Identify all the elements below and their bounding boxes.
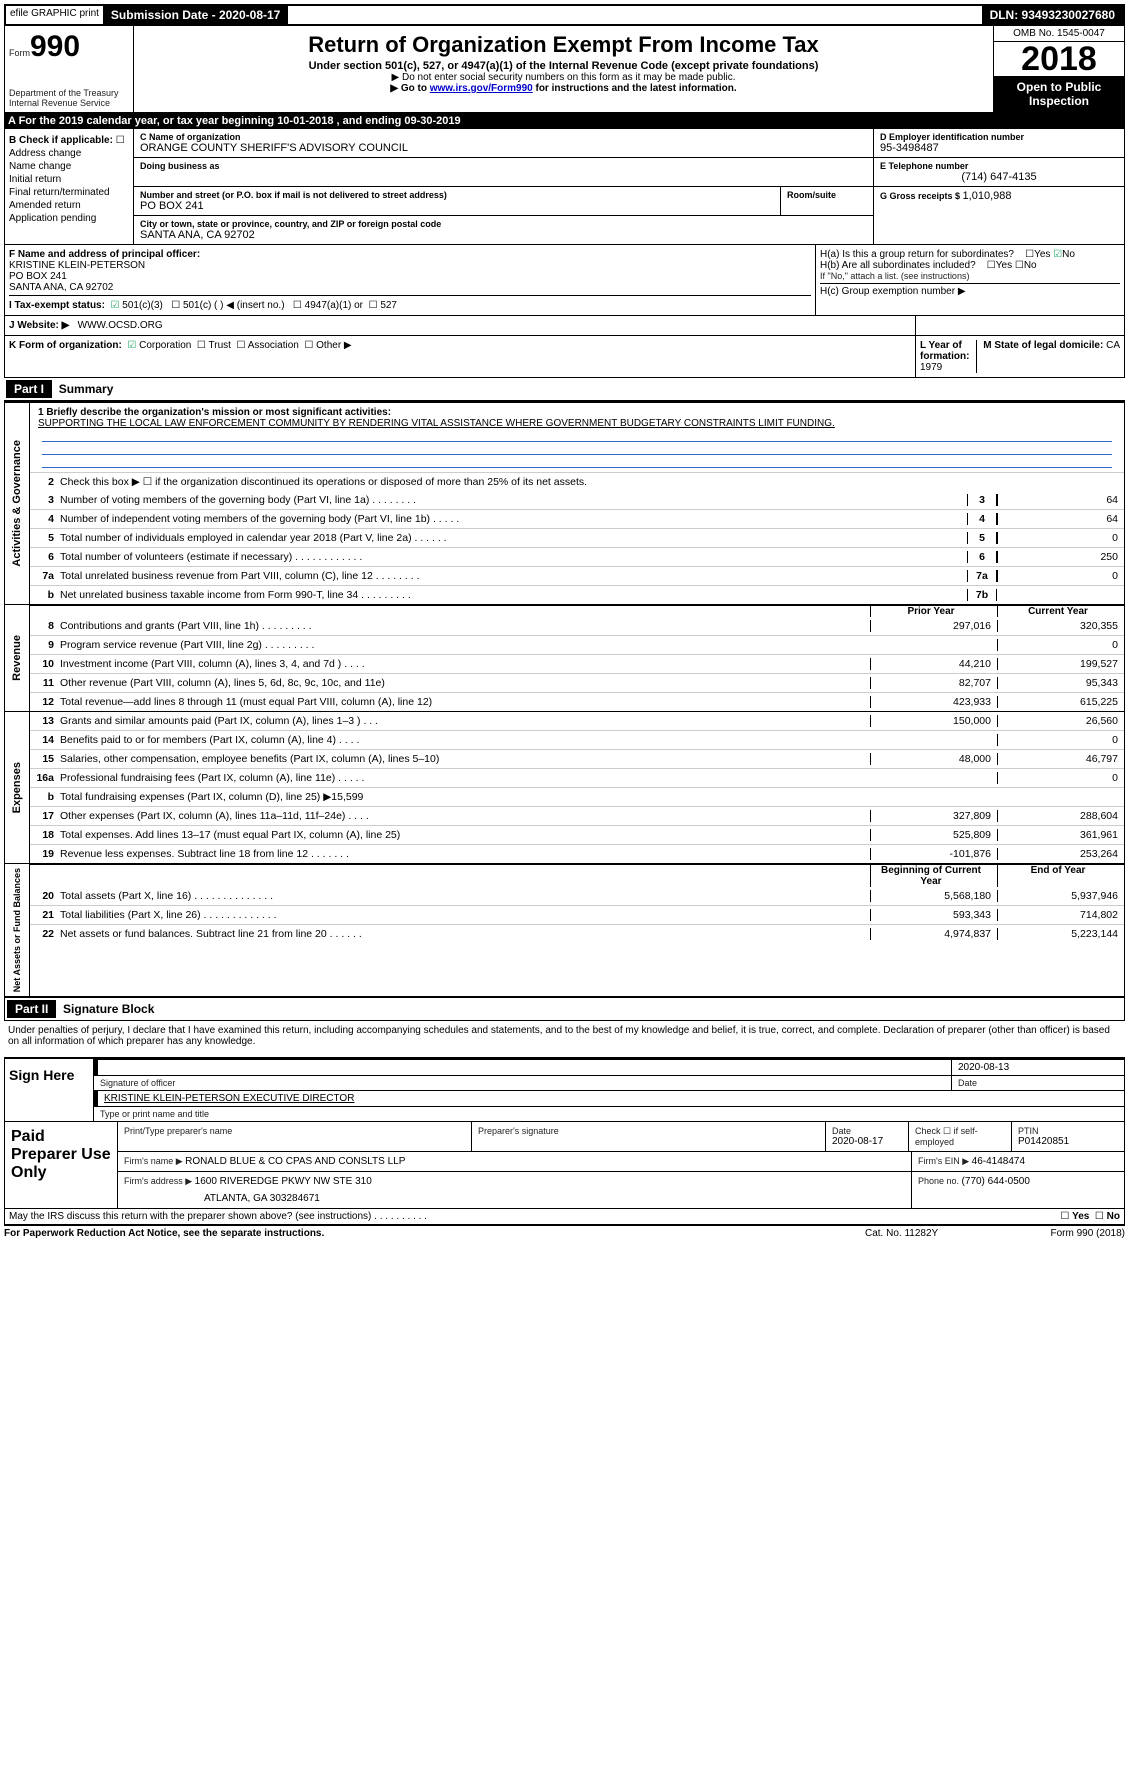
officer-sig-name: KRISTINE KLEIN-PETERSON EXECUTIVE DIRECT… [104,1093,354,1104]
paid-preparer: Paid Preparer Use Only [5,1122,118,1208]
perjury-text: Under penalties of perjury, I declare th… [4,1021,1125,1051]
efile-label: efile GRAPHIC print [6,6,103,24]
firm-phone: (770) 644-0500 [962,1176,1030,1187]
sign-here: Sign Here [5,1059,94,1121]
gross-receipts: 1,010,988 [963,190,1012,202]
street: PO BOX 241 [140,200,774,212]
rev-label: Revenue [9,631,25,685]
org-name: ORANGE COUNTY SHERIFF'S ADVISORY COUNCIL [140,142,867,154]
tax-year: 2018 [994,42,1124,76]
section-f-h: F Name and address of principal officer:… [4,245,1125,316]
ag-label: Activities & Governance [9,436,25,571]
ein: 95-3498487 [880,142,1118,154]
form-number: 990 [30,30,80,63]
part-i-hdr: Part I [6,380,52,398]
open-inspection: Open to Public Inspection [994,76,1124,112]
form-title: Return of Organization Exempt From Incom… [138,32,989,58]
note-ssn: ▶ Do not enter social security numbers o… [138,72,989,83]
firm-name: RONALD BLUE & CO CPAS AND CONSLTS LLP [185,1156,405,1167]
cat-no: Cat. No. 11282Y [865,1228,1005,1239]
part-ii-hdr: Part II [7,1000,56,1018]
officer-name: KRISTINE KLEIN-PETERSON [9,260,811,271]
irs: Internal Revenue Service [9,98,129,108]
submission-date: Submission Date - 2020-08-17 [103,6,288,24]
dept-treasury: Department of the Treasury [9,88,129,98]
phone: (714) 647-4135 [880,171,1118,183]
form-header: Form990 Department of the Treasury Inter… [4,26,1125,113]
form-footer: Form 990 (2018) [1005,1228,1125,1239]
exp-label: Expenses [9,758,25,817]
paperwork-notice: For Paperwork Reduction Act Notice, see … [4,1228,865,1239]
city: SANTA ANA, CA 92702 [140,229,867,241]
website: WWW.OCSD.ORG [78,320,163,331]
form-subtitle: Under section 501(c), 527, or 4947(a)(1)… [138,60,989,72]
section-b-e: B Check if applicable: Address change Na… [4,129,1125,245]
irs-link[interactable]: www.irs.gov/Form990 [430,83,533,94]
net-label: Net Assets or Fund Balances [10,864,24,996]
top-bar: efile GRAPHIC print Submission Date - 20… [4,4,1125,26]
firm-ein: 46-4148474 [972,1156,1025,1167]
mission-text: SUPPORTING THE LOCAL LAW ENFORCEMENT COM… [38,418,1116,429]
summary-table: Activities & Governance 1 Briefly descri… [4,401,1125,997]
row-a: A For the 2019 calendar year, or tax yea… [4,113,1125,129]
ptin: P01420851 [1018,1136,1118,1147]
note-goto: ▶ Go to www.irs.gov/Form990 for instruct… [138,83,989,94]
dln: DLN: 93493230027680 [982,6,1123,24]
